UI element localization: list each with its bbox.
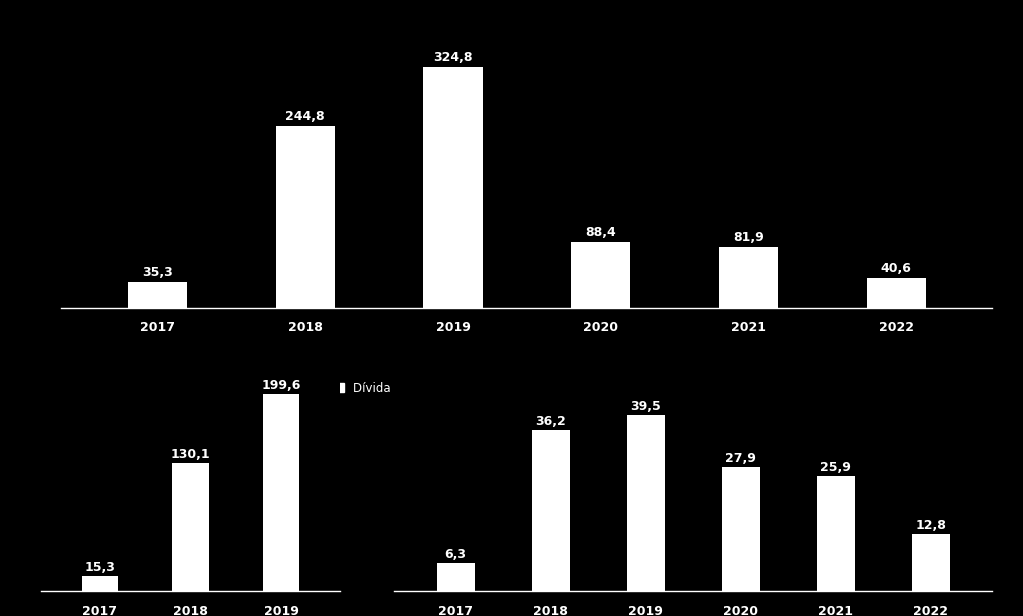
Text: 324,8: 324,8 [433,51,473,64]
Bar [263,394,300,591]
Bar [437,563,475,591]
Bar [816,476,854,591]
Text: 35,3: 35,3 [142,266,173,279]
Bar [571,242,630,308]
Bar [82,576,118,591]
Bar [866,278,926,308]
Bar [424,67,483,308]
Text: 40,6: 40,6 [881,262,911,275]
Text: 81,9: 81,9 [733,231,764,245]
Bar [911,534,949,591]
Text: 36,2: 36,2 [535,415,566,428]
Bar [173,463,209,591]
Text: 15,3: 15,3 [85,561,116,574]
Text: 244,8: 244,8 [285,110,325,123]
Text: 25,9: 25,9 [820,461,851,474]
Text: 27,9: 27,9 [725,452,756,465]
Text: 199,6: 199,6 [262,379,301,392]
Bar [128,282,187,308]
Legend: Dívida Total Consolidada em R$ + Juros apropriados até 30/09: Dívida Total Consolidada em R$ + Juros a… [332,382,721,395]
Text: 6,3: 6,3 [445,548,466,561]
Bar [719,247,779,308]
Bar [532,430,570,591]
Bar [275,126,335,308]
Bar [627,415,665,591]
Text: 88,4: 88,4 [585,227,616,240]
Bar [721,467,760,591]
Text: 130,1: 130,1 [171,447,211,461]
Text: 39,5: 39,5 [630,400,661,413]
Text: 12,8: 12,8 [916,519,946,532]
